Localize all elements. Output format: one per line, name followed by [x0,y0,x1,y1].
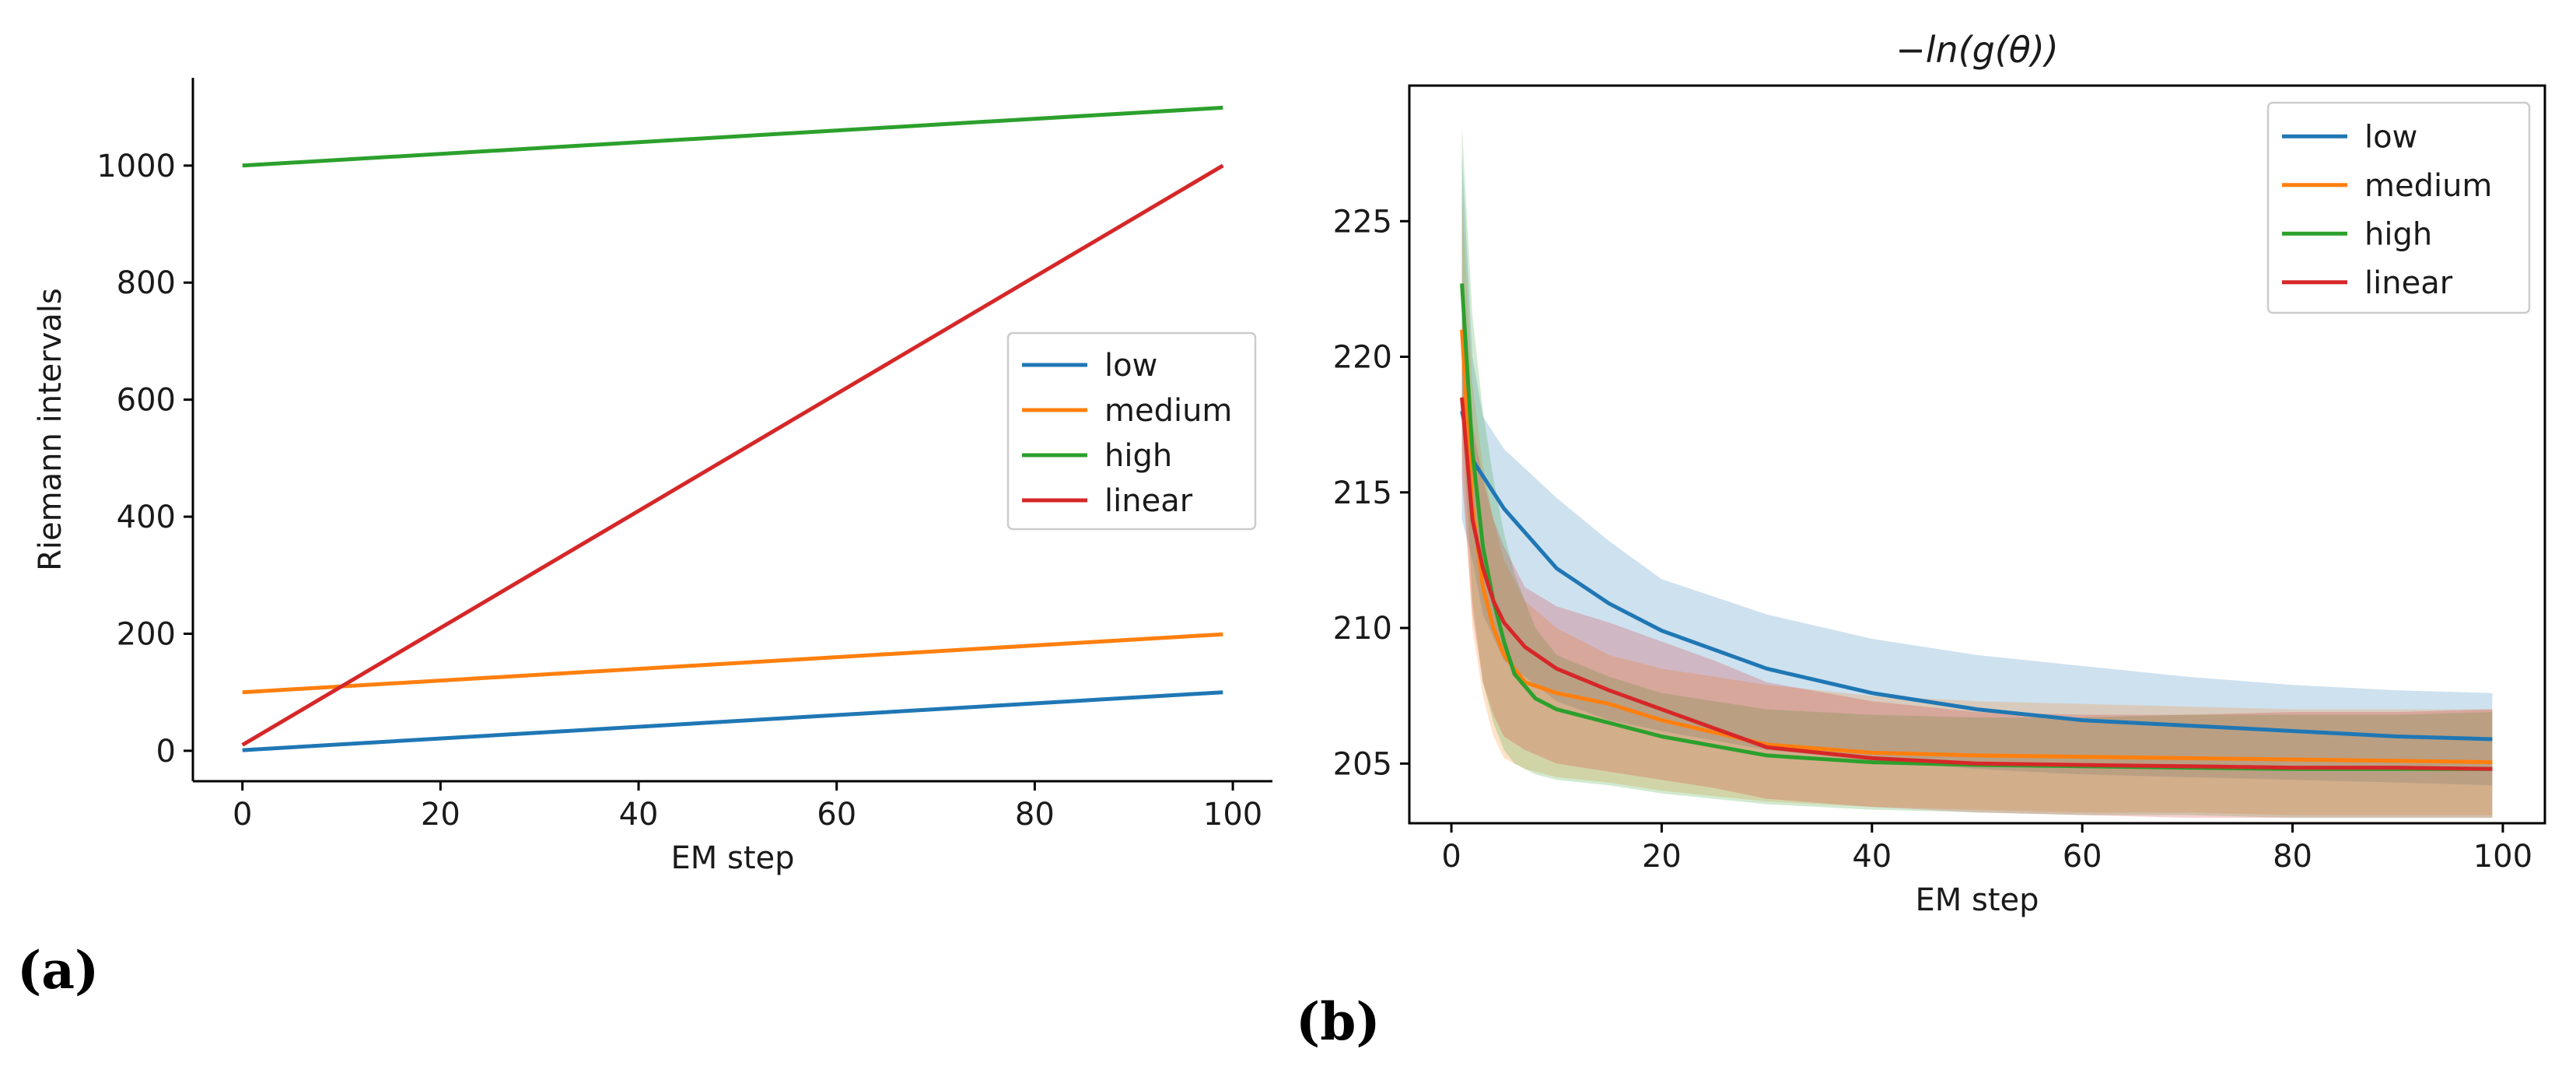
series-line-linear [241,163,1224,747]
legend: low medium high linear [1006,331,1257,531]
series-line-medium [1460,329,2493,765]
y-tick-label: 205 [1333,746,1392,782]
x-tick-label: 0 [233,797,252,833]
y-tick-label: 0 [156,734,176,770]
series-line-low [1460,410,2493,742]
legend-label-high: high [1104,438,1172,474]
legend-label-linear: linear [1104,483,1193,519]
band-low [1461,153,2493,786]
legend-label-low: low [1104,348,1157,384]
y-axis-label: Riemann intervals [33,288,68,571]
y-tick-label: 800 [117,265,176,301]
y-tick-label: 225 [1333,204,1392,240]
y-tick-label: 210 [1333,611,1392,647]
legend-label-linear: linear [2364,265,2453,301]
band-linear [1461,316,2493,818]
plot-frame [1408,84,2546,825]
series-line-linear [1460,397,2493,771]
y-tick-label: 215 [1333,475,1392,511]
band-medium [1461,194,2493,815]
legend-frame [2266,101,2531,314]
legend-label-medium: medium [1104,393,1232,429]
legend-label-low: low [2364,119,2417,155]
y-tick-label: 220 [1333,340,1392,376]
series-line-low [242,690,1223,752]
panel-label-a: (a) [17,940,99,1001]
series-line-medium [242,632,1223,695]
legend: low medium high linear [2266,101,2531,314]
x-axis-label: EM step [670,840,794,876]
x-tick-label: 100 [2473,839,2532,875]
chart-b: 0 20 40 60 80 100 205 210 215 220 225 EM step −ln(g(… [1333,29,2546,918]
y-tick-label: 200 [117,616,176,652]
x-axis-label: EM step [1915,882,2039,918]
band-high [1461,126,2493,819]
legend-label-high: high [2364,216,2432,252]
y-tick-label: 1000 [96,149,176,184]
x-tick-label: 0 [1441,839,1461,875]
x-tick-label: 80 [2273,839,2312,875]
y-tick-label: 600 [117,383,176,419]
legend-label-medium: medium [2364,168,2492,204]
panel-label-b: (b) [1296,991,1381,1052]
x-tick-label: 60 [2063,839,2102,875]
legend-frame [1006,331,1257,531]
y-tick-label: 400 [117,500,176,535]
x-tick-label: 20 [1642,839,1682,875]
x-tick-label: 40 [1852,839,1892,875]
series-line-high [242,105,1223,168]
x-tick-label: 80 [1015,797,1055,833]
x-tick-label: 40 [619,797,659,833]
x-tick-label: 60 [817,797,856,833]
x-tick-label: 20 [421,797,460,833]
x-tick-label: 100 [1203,797,1262,833]
chart-title: −ln(g(θ)) [1895,29,2059,71]
